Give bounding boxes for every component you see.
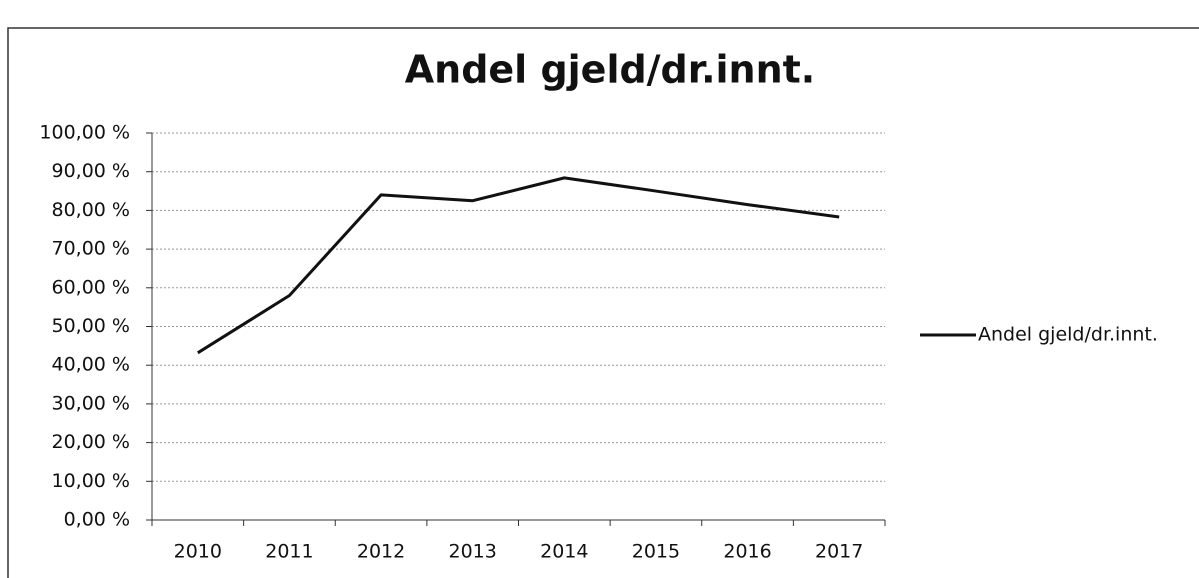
x-tick-label: 2016 [723,541,771,563]
x-tick-label: 2017 [815,541,863,563]
y-tick-label: 10,00 % [52,470,131,492]
x-tick-label: 2014 [540,541,588,563]
chart-frame [7,27,1199,578]
x-tick-label: 2013 [449,541,497,563]
legend-label: Andel gjeld/dr.innt. [978,324,1158,346]
x-tick-label: 2011 [265,541,313,563]
y-tick-label: 30,00 % [52,392,131,414]
data-line [197,176,840,355]
x-tick-label: 2012 [357,541,405,563]
y-tick-label: 40,00 % [52,354,131,376]
x-tick-label: 2015 [632,541,680,563]
y-tick-label: 50,00 % [52,315,131,337]
y-tick-label: 70,00 % [52,238,131,260]
y-tick-label: 20,00 % [52,431,131,453]
chart-title: Andel gjeld/dr.innt. [405,48,816,92]
y-tick-label: 80,00 % [52,199,131,221]
y-tick-label: 90,00 % [52,160,131,182]
y-tick-label: 60,00 % [52,276,131,298]
y-tick-label: 0,00 % [64,509,130,531]
y-tick-label: 100,00 % [39,122,130,144]
x-tick-label: 2010 [174,541,222,563]
